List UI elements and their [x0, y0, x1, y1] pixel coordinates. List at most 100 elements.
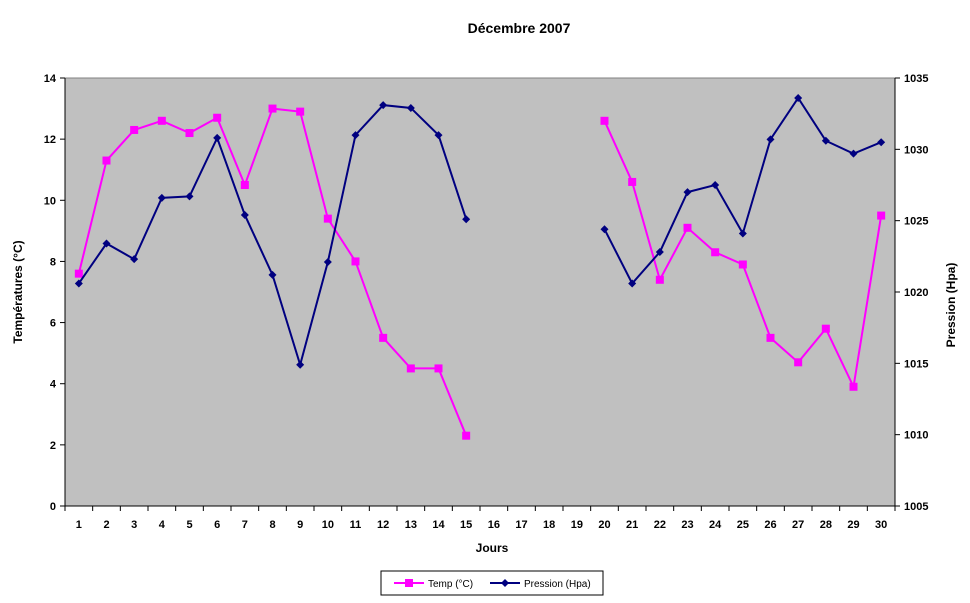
point-pression	[130, 255, 139, 264]
point-pression	[434, 131, 443, 140]
legend: Temp (°C) Pression (Hpa)	[380, 570, 604, 596]
legend-item-temp: Temp (°C)	[394, 579, 473, 590]
point-pression	[406, 103, 415, 112]
y-tick-label: 8	[50, 256, 56, 268]
point-pression	[628, 279, 637, 288]
x-tick-label: 6	[214, 519, 220, 531]
point-pression	[157, 193, 166, 202]
point-temp	[877, 211, 886, 220]
y2-axis-label: Pression (Hpa)	[944, 263, 958, 348]
point-pression	[213, 133, 222, 142]
y-tick-label: 2	[50, 440, 56, 452]
legend-item-pression: Pression (Hpa)	[490, 579, 591, 590]
y2-tick-label: 1025	[904, 216, 928, 228]
point-pression	[738, 229, 747, 238]
point-temp	[600, 116, 609, 125]
point-pression	[102, 239, 111, 248]
legend-marker-temp	[405, 579, 413, 587]
point-pression	[711, 181, 720, 189]
x-tick-label: 10	[322, 519, 334, 531]
x-tick-label: 26	[764, 519, 776, 531]
point-pression	[296, 360, 305, 369]
x-tick-label: 7	[242, 519, 248, 531]
x-tick-label: 20	[598, 519, 610, 531]
point-temp	[323, 214, 332, 223]
point-pression	[240, 210, 249, 219]
axes: 0246810121410051010101510201025103010351…	[44, 73, 929, 531]
point-pression	[821, 136, 830, 145]
x-tick-label: 1	[76, 519, 82, 531]
x-tick-label: 2	[103, 519, 109, 531]
y-tick-label: 6	[50, 318, 56, 330]
y2-tick-label: 1035	[904, 73, 928, 85]
y2-tick-label: 1020	[904, 287, 928, 299]
point-temp	[157, 116, 166, 125]
x-tick-label: 15	[460, 519, 472, 531]
point-temp	[655, 275, 664, 284]
point-pression	[683, 188, 692, 197]
x-tick-label: 12	[377, 519, 389, 531]
x-tick-label: 29	[847, 519, 859, 531]
legend-label-temp: Temp (°C)	[428, 579, 473, 590]
point-pression	[74, 279, 83, 288]
point-temp	[213, 113, 222, 122]
x-tick-label: 19	[571, 519, 583, 531]
point-pression	[462, 215, 471, 224]
y-tick-label: 14	[44, 73, 57, 85]
x-tick-label: 4	[159, 519, 166, 531]
point-temp	[406, 364, 415, 373]
point-temp	[240, 181, 249, 189]
point-temp	[738, 260, 747, 269]
point-pression	[655, 248, 664, 257]
point-pression	[323, 258, 332, 267]
x-tick-label: 16	[488, 519, 500, 531]
legend-label-pression: Pression (Hpa)	[524, 579, 591, 590]
series-pression	[74, 93, 886, 369]
x-axis-label: Jours	[476, 541, 509, 555]
point-temp	[462, 431, 471, 440]
y2-tick-label: 1030	[904, 144, 928, 156]
x-tick-label: 30	[875, 519, 887, 531]
point-temp	[130, 125, 139, 134]
x-tick-label: 28	[820, 519, 832, 531]
y-tick-label: 12	[44, 134, 56, 146]
x-tick-label: 21	[626, 519, 638, 531]
point-temp	[628, 177, 637, 186]
series-layer	[74, 93, 886, 440]
y2-tick-label: 1005	[904, 501, 928, 513]
point-temp	[794, 358, 803, 367]
point-pression	[351, 131, 360, 140]
plot-area	[64, 77, 896, 507]
point-pression	[600, 225, 609, 234]
point-temp	[185, 129, 194, 138]
point-temp	[434, 364, 443, 373]
x-tick-label: 17	[515, 519, 527, 531]
point-temp	[379, 333, 388, 342]
y-axis-label: Températures (°C)	[11, 240, 25, 343]
point-pression	[849, 149, 858, 158]
x-tick-label: 23	[681, 519, 693, 531]
x-tick-label: 24	[709, 519, 722, 531]
point-temp	[766, 333, 775, 342]
point-pression	[268, 270, 277, 279]
point-temp	[102, 156, 111, 165]
point-pression	[379, 101, 388, 110]
x-tick-label: 22	[654, 519, 666, 531]
x-tick-label: 5	[186, 519, 192, 531]
x-tick-label: 11	[350, 519, 362, 531]
x-tick-label: 27	[792, 519, 804, 531]
x-tick-label: 25	[737, 519, 749, 531]
x-tick-label: 8	[269, 519, 275, 531]
legend-marker-pression	[501, 579, 509, 587]
x-tick-label: 9	[297, 519, 303, 531]
point-temp	[683, 223, 692, 232]
chart-title: Décembre 2007	[468, 20, 571, 36]
y-tick-label: 4	[50, 379, 57, 391]
point-temp	[849, 382, 858, 391]
point-temp	[74, 269, 83, 278]
point-pression	[877, 138, 886, 147]
y-tick-label: 0	[50, 501, 56, 513]
series-temp	[74, 104, 886, 440]
y-tick-label: 10	[44, 195, 56, 207]
